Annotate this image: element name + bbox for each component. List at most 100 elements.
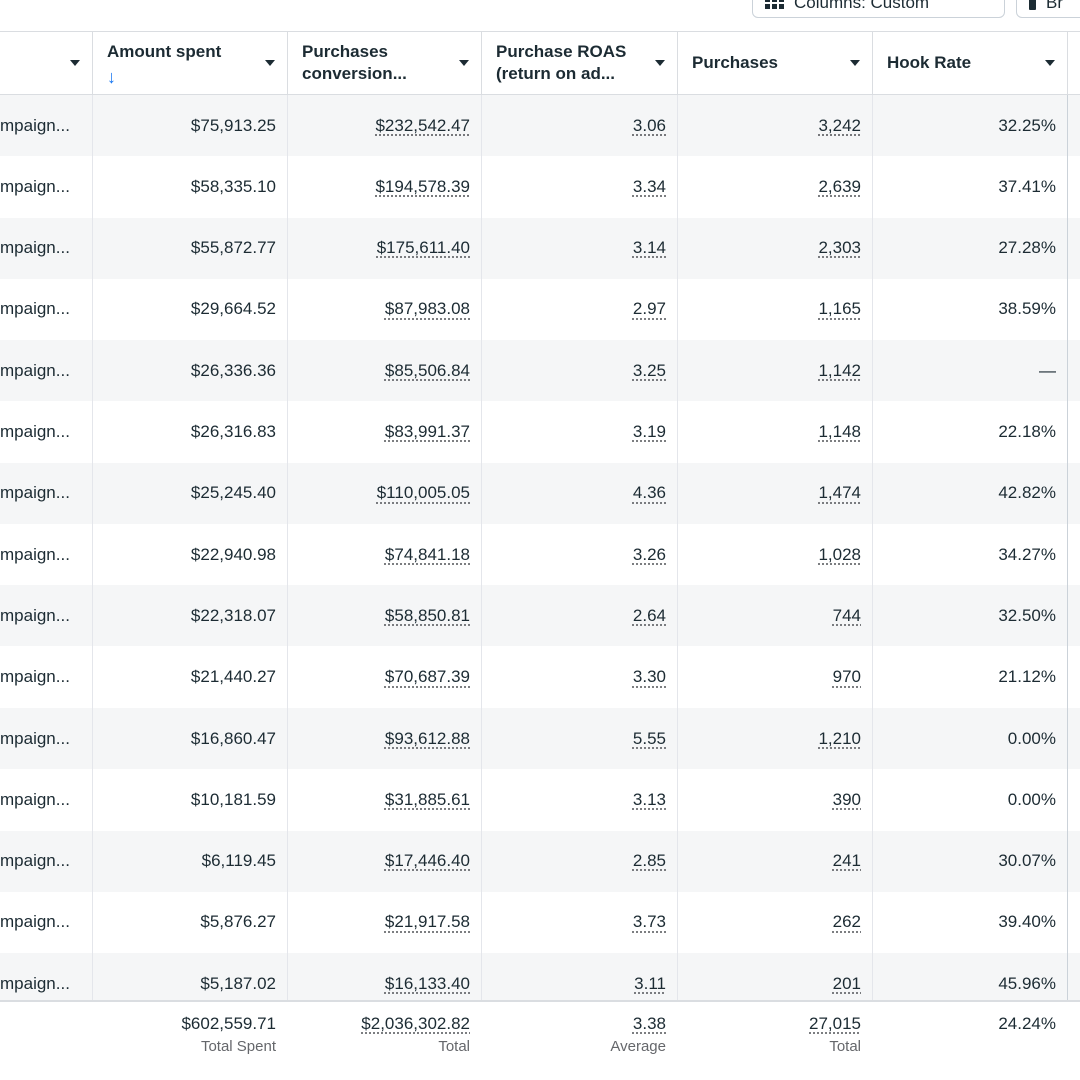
sort-descending-icon[interactable]: ↓ xyxy=(107,67,116,87)
purchases-cell[interactable]: 241 xyxy=(678,831,873,892)
campaign-name-cell-value[interactable]: mpaign... xyxy=(0,789,70,809)
purchase-roas-cell-value[interactable]: 3.26 xyxy=(632,544,666,564)
column-header-name[interactable] xyxy=(0,32,93,94)
purchases-conversion-value-cell[interactable]: $194,578.39 xyxy=(288,156,482,217)
campaign-name-cell[interactable]: mpaign... xyxy=(0,708,93,769)
total-value[interactable]: 3.38 xyxy=(632,1014,666,1033)
purchases-conversion-value-cell[interactable]: $70,687.39 xyxy=(288,647,482,708)
purchase-roas-cell-value[interactable]: 3.19 xyxy=(632,422,666,441)
purchases-cell-value[interactable]: 1,148 xyxy=(818,422,861,441)
table-row[interactable]: mpaign... $5,187.02 $16,133.40 3.11 201 45.96… xyxy=(0,953,1080,1000)
table-row[interactable]: mpaign... $10,181.59 $31,885.61 3.13 390 0.00… xyxy=(0,769,1080,830)
campaign-name-cell-value[interactable]: mpaign... xyxy=(0,912,70,932)
purchases-cell[interactable]: 1,474 xyxy=(678,463,873,524)
purchase-roas-cell-value[interactable]: 2.64 xyxy=(632,605,666,625)
purchases-conversion-value-cell-value[interactable]: $175,611.40 xyxy=(376,238,470,258)
purchase-roas-cell[interactable]: 2.97 xyxy=(482,279,678,340)
total-value[interactable]: 27,015 xyxy=(809,1014,861,1033)
purchases-conversion-value-cell-value[interactable]: $93,612.88 xyxy=(384,728,470,748)
purchases-cell-value[interactable]: 2,303 xyxy=(818,238,861,258)
purchases-conversion-value-cell-value[interactable]: $16,133.40 xyxy=(384,973,470,993)
table-row[interactable]: mpaign... $6,119.45 $17,446.40 2.85 241 30.07… xyxy=(0,830,1080,892)
purchases-conversion-value-cell-value[interactable]: $21,917.58 xyxy=(384,912,470,932)
table-row[interactable]: mpaign... $22,940.98 $74,841.18 3.26 1,028 34… xyxy=(0,524,1080,585)
purchase-roas-cell[interactable]: 3.73 xyxy=(482,892,678,953)
campaign-name-cell-value[interactable]: mpaign... xyxy=(0,360,70,380)
campaign-name-cell[interactable]: mpaign... xyxy=(0,524,93,585)
purchase-roas-cell-value[interactable]: 3.06 xyxy=(632,115,666,135)
purchase-roas-cell-value[interactable]: 3.25 xyxy=(632,360,666,380)
campaign-name-cell-value[interactable]: mpaign... xyxy=(0,667,70,687)
purchases-cell-value[interactable]: 262 xyxy=(832,912,861,932)
purchases-cell[interactable]: 1,165 xyxy=(678,279,873,340)
purchase-roas-cell[interactable]: 3.14 xyxy=(482,218,678,279)
purchases-conversion-value-cell[interactable]: $31,885.61 xyxy=(288,769,482,830)
campaign-name-cell[interactable]: mpaign... xyxy=(0,463,93,524)
campaign-name-cell-value[interactable]: mpaign... xyxy=(0,483,70,503)
campaign-name-cell[interactable]: mpaign... xyxy=(0,892,93,953)
purchases-cell-value[interactable]: 970 xyxy=(832,667,861,687)
purchases-conversion-value-cell[interactable]: $110,005.05 xyxy=(288,463,482,524)
campaign-name-cell-value[interactable]: mpaign... xyxy=(0,728,70,748)
purchases-cell[interactable]: 970 xyxy=(678,647,873,708)
campaign-name-cell-value[interactable]: mpaign... xyxy=(0,299,70,319)
purchases-cell[interactable]: 744 xyxy=(678,585,873,646)
caret-down-icon[interactable] xyxy=(265,60,275,66)
table-row[interactable]: mpaign... $25,245.40 $110,005.05 4.36 1,474 4… xyxy=(0,462,1080,524)
purchases-conversion-value-cell[interactable]: $85,506.84 xyxy=(288,340,482,401)
purchases-cell[interactable]: 3,242 xyxy=(678,95,873,156)
purchases-cell-value[interactable]: 1,474 xyxy=(818,483,861,503)
purchases-conversion-value-cell-value[interactable]: $194,578.39 xyxy=(375,176,470,196)
purchase-roas-cell[interactable]: 3.26 xyxy=(482,524,678,585)
total-purchase-roas[interactable]: 3.38 Average xyxy=(482,1014,678,1055)
campaign-name-cell[interactable]: mpaign... xyxy=(0,402,93,463)
purchases-cell-value[interactable]: 3,242 xyxy=(818,115,861,135)
campaign-name-cell-value[interactable]: mpaign... xyxy=(0,605,70,625)
purchase-roas-cell[interactable]: 2.85 xyxy=(482,831,678,892)
purchases-cell[interactable]: 262 xyxy=(678,892,873,953)
purchase-roas-cell[interactable]: 3.25 xyxy=(482,340,678,401)
purchases-conversion-value-cell[interactable]: $87,983.08 xyxy=(288,279,482,340)
campaign-name-cell-value[interactable]: mpaign... xyxy=(0,115,70,135)
table-row[interactable]: mpaign... $22,318.07 $58,850.81 2.64 744 32.5… xyxy=(0,585,1080,647)
purchases-cell[interactable]: 2,303 xyxy=(678,218,873,279)
purchase-roas-cell-value[interactable]: 4.36 xyxy=(632,483,666,503)
table-row[interactable]: mpaign... $29,664.52 $87,983.08 2.97 1,165 38… xyxy=(0,279,1080,340)
campaign-name-cell[interactable]: mpaign... xyxy=(0,647,93,708)
purchase-roas-cell-value[interactable]: 2.97 xyxy=(632,299,666,319)
table-row[interactable]: mpaign... $5,876.27 $21,917.58 3.73 262 39.40… xyxy=(0,892,1080,953)
purchases-conversion-value-cell[interactable]: $74,841.18 xyxy=(288,524,482,585)
table-row[interactable]: mpaign... $16,860.47 $93,612.88 5.55 1,210 0.… xyxy=(0,708,1080,769)
purchase-roas-cell[interactable]: 2.64 xyxy=(482,585,678,646)
purchases-cell[interactable]: 1,142 xyxy=(678,340,873,401)
campaign-name-cell[interactable]: mpaign... xyxy=(0,953,93,1000)
purchases-conversion-value-cell-value[interactable]: $17,446.40 xyxy=(384,851,470,871)
purchases-cell-value[interactable]: 1,165 xyxy=(818,299,861,319)
table-row[interactable]: mpaign... $26,336.36 $85,506.84 3.25 1,142 — xyxy=(0,340,1080,402)
column-header-amount-spent[interactable]: Amount spent ↓ xyxy=(93,32,288,94)
purchase-roas-cell-value[interactable]: 3.14 xyxy=(632,238,666,258)
purchases-conversion-value-cell[interactable]: $175,611.40 xyxy=(288,218,482,279)
purchase-roas-cell[interactable]: 4.36 xyxy=(482,463,678,524)
caret-down-icon[interactable] xyxy=(655,60,665,66)
caret-down-icon[interactable] xyxy=(459,60,469,66)
purchases-conversion-value-cell[interactable]: $232,542.47 xyxy=(288,95,482,156)
caret-down-icon[interactable] xyxy=(1045,60,1055,66)
purchase-roas-cell-value[interactable]: 3.13 xyxy=(632,789,666,809)
table-row[interactable]: mpaign... $21,440.27 $70,687.39 3.30 970 21.1… xyxy=(0,647,1080,708)
campaign-name-cell-value[interactable]: mpaign... xyxy=(0,973,70,993)
purchases-cell-value[interactable]: 1,028 xyxy=(818,544,861,564)
campaign-name-cell[interactable]: mpaign... xyxy=(0,769,93,830)
total-purchases[interactable]: 27,015 Total xyxy=(678,1014,873,1055)
purchases-conversion-value-cell[interactable]: $93,612.88 xyxy=(288,708,482,769)
campaign-name-cell-value[interactable]: mpaign... xyxy=(0,544,70,564)
column-header-purchase-roas[interactable]: Purchase ROAS (return on ad... xyxy=(482,32,678,94)
purchases-cell-value[interactable]: 390 xyxy=(832,789,861,809)
table-row[interactable]: mpaign... $55,872.77 $175,611.40 3.14 2,303 2… xyxy=(0,217,1080,279)
campaign-name-cell[interactable]: mpaign... xyxy=(0,831,93,892)
purchase-roas-cell[interactable]: 3.13 xyxy=(482,769,678,830)
purchases-cell-value[interactable]: 201 xyxy=(832,973,861,993)
campaign-name-cell[interactable]: mpaign... xyxy=(0,156,93,217)
purchase-roas-cell[interactable]: 3.34 xyxy=(482,156,678,217)
caret-down-icon[interactable] xyxy=(70,60,80,66)
